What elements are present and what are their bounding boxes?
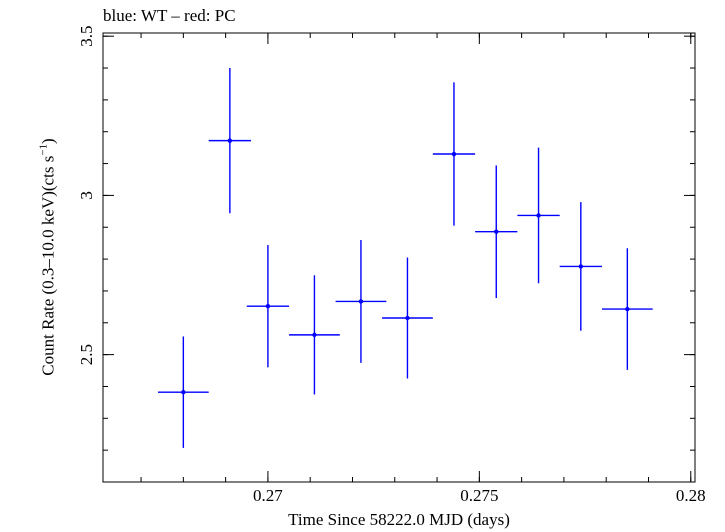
data-point [246,245,290,368]
x-axis-label: Time Since 58222.0 MJD (days) [288,510,510,529]
data-point [432,82,476,226]
x-tick-label: 0.275 [460,486,498,505]
y-axis-label-superscript: −1 [37,143,50,156]
data-marker [181,390,186,395]
y-axis-label: Count Rate (0.3–10.0 keV)(cts s−1) [38,138,59,375]
data-marker [358,299,364,304]
tick-labels: 0.27 0.275 0.28 2.5 3 3.5 [77,26,706,505]
y-axis-label-main: Count Rate (0.3–10.0 keV)(cts s [38,155,58,376]
data-marker [578,264,584,269]
data-point [335,239,387,363]
data-marker [625,306,630,312]
x-tick-label: 0.28 [676,486,706,505]
data-point [157,336,209,448]
data-point [289,275,340,395]
data-point [517,147,560,284]
x-tick-label: 0.27 [253,486,283,505]
data-marks [157,68,653,448]
y-tick-label: 3.5 [77,26,96,47]
y-tick-label: 3 [77,191,96,200]
data-point [559,202,602,331]
data-point [382,257,433,379]
plot-border [102,32,696,483]
data-marker [536,213,541,218]
y-axis-label-end: ) [38,138,58,144]
chart-title: blue: WT – red: PC [103,6,236,25]
data-marker [227,138,233,143]
data-marker [451,151,457,157]
data-point [208,68,251,214]
data-marker [265,304,271,309]
data-marker [312,332,317,338]
data-marker [494,229,499,234]
plot-frame [102,32,696,483]
data-point [475,165,518,298]
axis-ticks [103,33,695,483]
y-tick-label: 2.5 [77,344,96,365]
data-marker [405,315,410,321]
data-point [601,248,653,370]
